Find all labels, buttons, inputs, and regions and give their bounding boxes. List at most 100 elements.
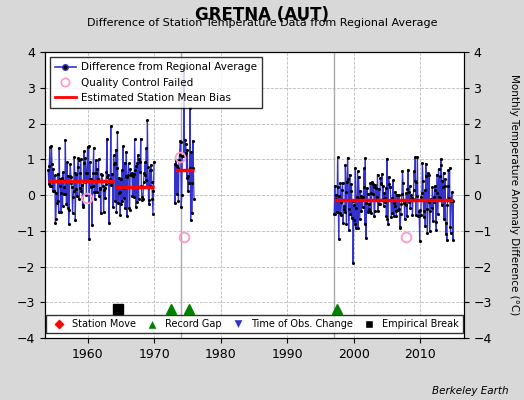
Point (148, 196, 157, 203)
Point (144, 196, 152, 203)
Point (412, 179, 421, 186)
Point (104, 172, 112, 178)
Point (385, 181, 394, 187)
Point (398, 168, 407, 174)
Point (413, 153, 422, 160)
Point (343, 178, 351, 185)
Point (444, 167, 453, 173)
Point (90, 189, 99, 195)
Point (57, 209, 65, 216)
Point (77, 188, 85, 194)
Point (403, 186, 412, 193)
Point (121, 205, 129, 211)
Point (49, 166, 57, 172)
Point (137, 183, 146, 189)
Point (339, 220, 347, 226)
Point (449, 198, 457, 204)
Point (357, 208, 366, 215)
Point (427, 196, 435, 203)
Point (59, 169, 67, 176)
Point (140, 171, 149, 178)
Point (391, 188, 399, 195)
Point (445, 164, 454, 171)
Point (171, 162, 180, 168)
Point (181, 136, 189, 143)
Point (64, 221, 73, 227)
Point (116, 212, 124, 218)
Point (108, 171, 116, 177)
Point (128, 192, 137, 199)
Point (382, 212, 390, 219)
Point (425, 228, 434, 234)
Point (389, 199, 398, 206)
Point (82, 170, 90, 176)
Point (385, 174, 393, 180)
Point (51, 172, 59, 178)
Point (334, 236, 343, 243)
Point (381, 194, 389, 201)
Point (402, 190, 410, 196)
Point (332, 192, 340, 198)
Point (73, 192, 81, 199)
Point (429, 199, 438, 206)
Text: GRETNA (AUT): GRETNA (AUT) (195, 6, 329, 24)
Point (111, 198, 119, 204)
Point (350, 216, 358, 223)
Point (81, 155, 90, 162)
Point (410, 168, 418, 174)
Point (142, 145, 150, 152)
Point (185, 164, 194, 171)
Point (75, 196, 83, 202)
Point (114, 200, 122, 206)
Point (399, 180, 407, 186)
Point (141, 177, 150, 184)
Point (90, 145, 98, 151)
Point (380, 190, 388, 196)
Point (173, 163, 181, 169)
Point (85, 236, 93, 242)
Point (171, 200, 179, 206)
Point (107, 182, 116, 188)
Point (149, 211, 157, 218)
Point (98, 172, 106, 178)
Point (124, 160, 133, 166)
Point (379, 202, 388, 209)
Point (83, 170, 91, 176)
Point (390, 213, 398, 219)
Point (133, 199, 141, 206)
Point (446, 224, 454, 230)
Point (84, 178, 92, 185)
Point (147, 162, 155, 168)
Point (347, 188, 355, 194)
Point (414, 213, 423, 219)
Point (102, 168, 111, 175)
Point (437, 162, 445, 168)
Point (103, 136, 111, 142)
Point (72, 186, 81, 192)
Point (115, 189, 124, 195)
Point (422, 160, 430, 167)
Point (186, 105, 194, 111)
Point (379, 183, 387, 190)
Point (350, 202, 358, 208)
Point (428, 205, 436, 212)
Point (423, 230, 432, 236)
Point (122, 172, 130, 179)
Point (178, 153, 187, 159)
Point (419, 208, 428, 214)
Point (359, 184, 368, 190)
Point (126, 166, 134, 172)
Point (354, 174, 363, 180)
Point (338, 186, 346, 193)
Point (79, 204, 88, 210)
Point (47, 183, 55, 189)
Point (418, 160, 427, 166)
Point (132, 204, 140, 210)
Point (148, 179, 156, 186)
Point (388, 195, 396, 201)
Point (104, 179, 113, 186)
Point (63, 159, 71, 166)
Point (431, 182, 440, 189)
Point (411, 212, 420, 218)
Point (70, 154, 79, 160)
